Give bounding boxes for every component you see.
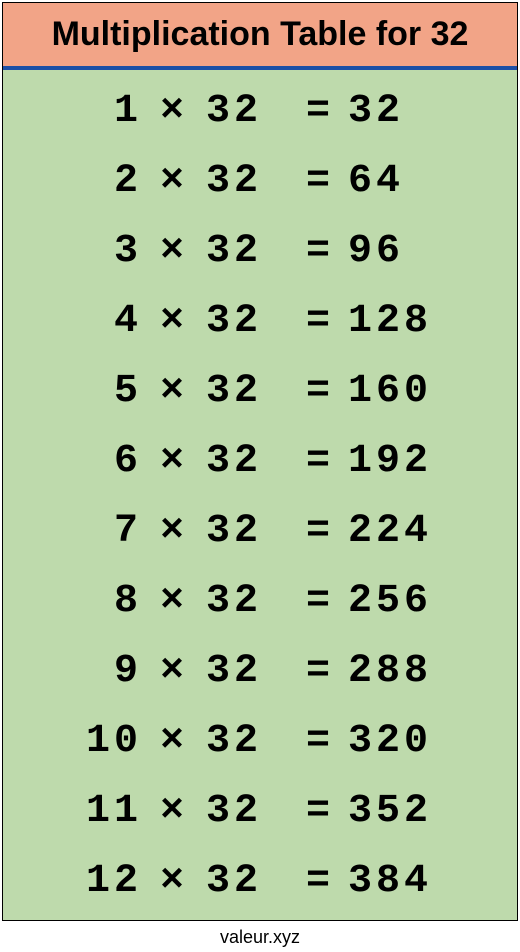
multiplier-value: 1 — [52, 92, 142, 132]
times-symbol: × — [142, 512, 206, 552]
times-symbol: × — [142, 722, 206, 762]
table-row: 4×32=128 — [3, 302, 517, 342]
table-row: 1×32=32 — [3, 92, 517, 132]
table-row: 12×32=384 — [3, 862, 517, 902]
times-symbol: × — [142, 792, 206, 832]
times-symbol: × — [142, 162, 206, 202]
table-row: 2×32=64 — [3, 162, 517, 202]
result-value: 160 — [348, 372, 468, 412]
multiplier-value: 11 — [52, 792, 142, 832]
equals-symbol: = — [292, 862, 348, 902]
result-value: 192 — [348, 442, 468, 482]
multiplier-value: 10 — [52, 722, 142, 762]
times-symbol: × — [142, 232, 206, 272]
multiplicand-value: 32 — [206, 722, 292, 762]
equals-symbol: = — [292, 722, 348, 762]
table-row: 8×32=256 — [3, 582, 517, 622]
multiplicand-value: 32 — [206, 442, 292, 482]
equals-symbol: = — [292, 512, 348, 552]
result-value: 288 — [348, 652, 468, 692]
times-symbol: × — [142, 302, 206, 342]
multiplier-value: 5 — [52, 372, 142, 412]
multiplicand-value: 32 — [206, 92, 292, 132]
multiplicand-value: 32 — [206, 232, 292, 272]
table-row: 7×32=224 — [3, 512, 517, 552]
page-title: Multiplication Table for 32 — [3, 3, 517, 70]
multiplier-value: 2 — [52, 162, 142, 202]
table-container: Multiplication Table for 32 1×32=322×32=… — [2, 2, 518, 921]
multiplicand-value: 32 — [206, 512, 292, 552]
multiplicand-value: 32 — [206, 862, 292, 902]
multiplicand-value: 32 — [206, 372, 292, 412]
times-symbol: × — [142, 862, 206, 902]
equals-symbol: = — [292, 652, 348, 692]
equals-symbol: = — [292, 372, 348, 412]
times-symbol: × — [142, 582, 206, 622]
table-row: 3×32=96 — [3, 232, 517, 272]
multiplicand-value: 32 — [206, 792, 292, 832]
result-value: 96 — [348, 232, 468, 272]
equals-symbol: = — [292, 792, 348, 832]
equals-symbol: = — [292, 442, 348, 482]
multiplier-value: 7 — [52, 512, 142, 552]
table-body: 1×32=322×32=643×32=964×32=1285×32=1606×3… — [3, 70, 517, 920]
table-row: 11×32=352 — [3, 792, 517, 832]
result-value: 384 — [348, 862, 468, 902]
times-symbol: × — [142, 92, 206, 132]
times-symbol: × — [142, 442, 206, 482]
table-row: 9×32=288 — [3, 652, 517, 692]
table-row: 6×32=192 — [3, 442, 517, 482]
result-value: 256 — [348, 582, 468, 622]
equals-symbol: = — [292, 162, 348, 202]
footer-credit: valeur.xyz — [2, 923, 518, 948]
multiplicand-value: 32 — [206, 582, 292, 622]
result-value: 128 — [348, 302, 468, 342]
result-value: 64 — [348, 162, 468, 202]
table-row: 10×32=320 — [3, 722, 517, 762]
equals-symbol: = — [292, 302, 348, 342]
multiplicand-value: 32 — [206, 302, 292, 342]
result-value: 320 — [348, 722, 468, 762]
result-value: 32 — [348, 92, 468, 132]
table-row: 5×32=160 — [3, 372, 517, 412]
equals-symbol: = — [292, 232, 348, 272]
times-symbol: × — [142, 372, 206, 412]
multiplier-value: 4 — [52, 302, 142, 342]
equals-symbol: = — [292, 92, 348, 132]
multiplier-value: 8 — [52, 582, 142, 622]
times-symbol: × — [142, 652, 206, 692]
multiplier-value: 9 — [52, 652, 142, 692]
multiplier-value: 6 — [52, 442, 142, 482]
multiplicand-value: 32 — [206, 162, 292, 202]
equals-symbol: = — [292, 582, 348, 622]
multiplier-value: 12 — [52, 862, 142, 902]
multiplicand-value: 32 — [206, 652, 292, 692]
multiplier-value: 3 — [52, 232, 142, 272]
result-value: 224 — [348, 512, 468, 552]
result-value: 352 — [348, 792, 468, 832]
